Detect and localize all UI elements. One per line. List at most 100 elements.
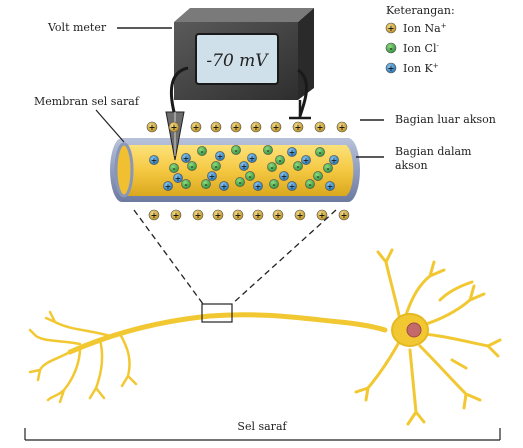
chloride-ion-icon: - — [245, 171, 255, 181]
chloride-ion-icon: - — [293, 161, 303, 171]
svg-text:-: - — [308, 180, 311, 189]
chloride-ion-icon: - — [187, 161, 197, 171]
sodium-ion-icon: + — [232, 209, 244, 221]
svg-text:+: + — [339, 122, 346, 132]
chloride-ion-icon: - — [385, 42, 397, 54]
neuron-label: Sel saraf — [237, 420, 287, 433]
potassium-ion-icon: + — [385, 62, 397, 74]
svg-text:+: + — [273, 122, 280, 132]
voltmeter: -70 mV — [174, 8, 314, 100]
axon-terminals — [28, 310, 138, 404]
svg-text:+: + — [327, 182, 333, 191]
probe-wire-right — [297, 68, 308, 117]
svg-text:+: + — [331, 156, 337, 165]
legend-item-charge: - — [436, 42, 439, 50]
svg-text:+: + — [255, 210, 262, 220]
voltmeter-reading: -70 mV — [206, 51, 269, 71]
svg-text:+: + — [233, 122, 240, 132]
potassium-ion-icon: + — [325, 181, 335, 191]
legend-item-label: Ion Cl- — [403, 42, 439, 55]
svg-text:-: - — [238, 178, 241, 187]
sodium-ion-icon: + — [385, 22, 397, 34]
svg-text:-: - — [248, 172, 251, 181]
sodium-ion-icon: + — [272, 209, 284, 221]
sodium-ion-icon: + — [230, 121, 242, 133]
axon-cross-section — [114, 142, 134, 198]
svg-text:-: - — [326, 164, 329, 173]
svg-text:+: + — [319, 210, 326, 220]
svg-text:+: + — [297, 210, 304, 220]
legend-items: + Ion Na+- Ion Cl-+ Ion K+ — [385, 22, 447, 75]
svg-text:+: + — [175, 174, 181, 183]
svg-text:+: + — [249, 154, 255, 163]
potassium-ion-icon: + — [163, 181, 173, 191]
legend-title: Keterangan: — [386, 4, 455, 17]
sodium-ion-icon: + — [316, 209, 328, 221]
sodium-ion-icon: + — [250, 121, 262, 133]
svg-text:+: + — [217, 152, 223, 161]
chloride-ion-icon: - — [305, 179, 315, 189]
sodium-ion-icon: + — [192, 209, 204, 221]
svg-text:-: - — [272, 180, 275, 189]
svg-text:+: + — [235, 210, 242, 220]
svg-text:-: - — [214, 162, 217, 171]
neuron — [28, 248, 502, 426]
svg-text:+: + — [183, 154, 189, 163]
svg-text:+: + — [209, 172, 215, 181]
svg-text:-: - — [270, 163, 273, 172]
svg-text:-: - — [316, 172, 319, 181]
svg-text:-: - — [184, 180, 187, 189]
sodium-ion-icon: + — [212, 209, 224, 221]
voltmeter-screen — [195, 33, 279, 85]
chloride-ion-icon: - — [313, 171, 323, 181]
potassium-ion-icon: + — [301, 155, 311, 165]
sodium-ion-icon: + — [210, 121, 222, 133]
svg-text:+: + — [341, 210, 348, 220]
potassium-ion-icon: + — [287, 181, 297, 191]
svg-text:+: + — [215, 210, 222, 220]
membrane-label: Membran sel saraf — [34, 95, 140, 108]
probe-wire-left — [169, 66, 189, 113]
zoom-box — [201, 303, 233, 323]
potassium-ion-icon: + — [149, 155, 159, 165]
svg-text:-: - — [234, 146, 237, 155]
svg-text:-: - — [190, 162, 193, 171]
outside-ions-top: + + + + + + + + + + — [146, 121, 348, 133]
outside-ions-bottom: + + + + + + + + + + — [148, 209, 350, 221]
zoom-line-left — [133, 209, 204, 305]
svg-text:+: + — [303, 156, 309, 165]
chloride-ion-icon: - — [269, 179, 279, 189]
svg-text:-: - — [172, 164, 175, 173]
legend-item-charge: + — [441, 22, 447, 30]
inside-label: Bagian dalam akson — [395, 145, 475, 172]
svg-text:-: - — [266, 146, 269, 155]
sodium-ion-icon: + — [336, 121, 348, 133]
potassium-ion-icon: + — [247, 153, 257, 163]
chloride-ion-icon: - — [197, 146, 207, 156]
chloride-ion-icon: - — [231, 145, 241, 155]
svg-text:+: + — [195, 210, 202, 220]
svg-text:-: - — [296, 162, 299, 171]
potassium-ion-icon: + — [207, 171, 217, 181]
svg-text:+: + — [388, 63, 395, 73]
legend-item-charge: + — [433, 62, 439, 70]
sodium-ion-icon: + — [338, 209, 350, 221]
chloride-ion-icon: - — [201, 179, 211, 189]
neuron-nucleus — [406, 322, 422, 338]
svg-text:+: + — [255, 182, 261, 191]
svg-text:+: + — [253, 122, 260, 132]
svg-text:+: + — [149, 122, 156, 132]
svg-text:+: + — [289, 148, 295, 157]
svg-text:+: + — [151, 210, 158, 220]
svg-text:+: + — [388, 23, 395, 33]
svg-text:-: - — [278, 156, 281, 165]
voltmeter-label: Volt meter — [47, 21, 107, 34]
chloride-ion-icon: - — [169, 163, 179, 173]
svg-text:+: + — [165, 182, 171, 191]
potassium-ion-icon: + — [181, 153, 191, 163]
legend-item-label: Ion K+ — [403, 62, 439, 75]
svg-text:+: + — [289, 182, 295, 191]
inside-ions: + +-+-+--++-+- - + - - --+ - - + - + - + - ++ + - + - — [149, 145, 339, 191]
